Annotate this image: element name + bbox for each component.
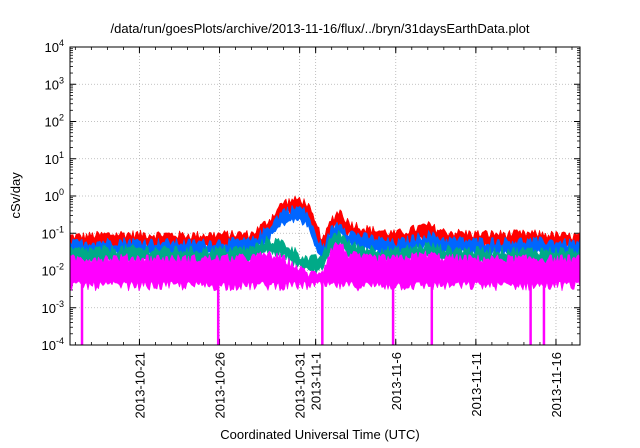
series-group <box>70 195 580 345</box>
y-tick-label: 10-2 <box>42 262 64 279</box>
y-tick-label: 10-1 <box>42 224 64 241</box>
y-tick-label: 10-3 <box>42 299 64 316</box>
x-tick-label: 2013-11-16 <box>549 352 564 418</box>
y-axis-label: cSv/day <box>8 172 23 219</box>
y-tick-label: 101 <box>45 150 64 167</box>
x-tick-label: 2013-10-26 <box>213 352 228 419</box>
x-axis-label: Coordinated Universal Time (UTC) <box>220 427 420 442</box>
x-tick-label: 2013-10-31 <box>293 352 308 419</box>
chart-title: /data/run/goesPlots/archive/2013-11-16/f… <box>110 21 530 36</box>
y-tick-label: 102 <box>45 113 64 130</box>
y-tick-label: 103 <box>45 75 64 92</box>
y-tick-label: 100 <box>45 187 64 204</box>
x-tick-label: 2013-11-6 <box>389 352 404 410</box>
x-tick-label: 2013-10-21 <box>132 352 147 419</box>
y-tick-label: 104 <box>45 38 64 55</box>
y-tick-label: 10-4 <box>42 336 64 353</box>
plot-frame <box>69 46 581 346</box>
series-line <box>70 242 580 292</box>
x-tick-label: 2013-11-1 <box>309 352 324 410</box>
x-tick-label: 2013-11-11 <box>469 352 484 417</box>
